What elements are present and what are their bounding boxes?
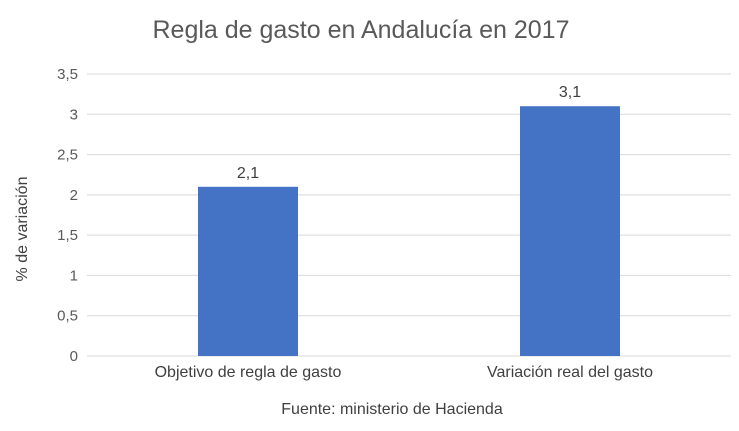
data-label: 2,1 xyxy=(237,165,259,182)
chart-title: Regla de gasto en Andalucía en 2017 xyxy=(152,16,569,44)
y-tick-label: 3,5 xyxy=(57,66,78,83)
y-axis-title: % de variación xyxy=(14,177,31,282)
x-category-label: Variación real del gasto xyxy=(487,364,653,381)
bar xyxy=(198,186,298,356)
y-tick-label: 1,5 xyxy=(57,227,78,244)
bar xyxy=(520,106,620,356)
y-tick-label: 2 xyxy=(70,187,78,204)
y-tick-label: 1 xyxy=(70,267,78,284)
x-category-label: Objetivo de regla de gasto xyxy=(155,364,342,381)
y-tick-label: 0,5 xyxy=(57,308,78,325)
data-label: 3,1 xyxy=(559,84,581,101)
y-tick-label: 0 xyxy=(70,348,78,365)
x-axis-title: Fuente: ministerio de Hacienda xyxy=(281,401,503,418)
y-tick-label: 2,5 xyxy=(57,147,78,164)
y-tick-label: 3 xyxy=(70,106,78,123)
